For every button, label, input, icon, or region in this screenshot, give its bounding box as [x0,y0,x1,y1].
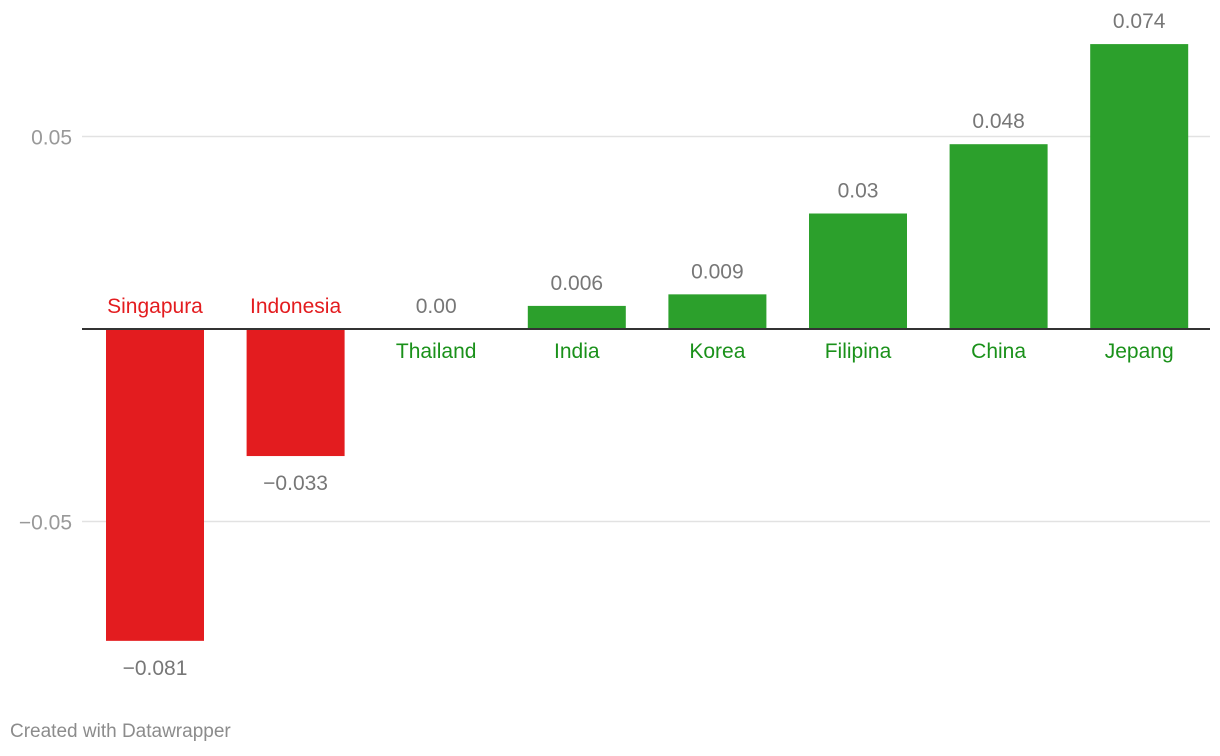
category-label: Thailand [396,340,477,363]
category-label: Korea [689,340,745,363]
value-label: −0.081 [123,657,188,680]
category-label: Singapura [107,295,203,318]
bar [106,329,204,641]
bar [949,144,1048,329]
bar [1090,44,1189,329]
value-label: 0.009 [691,260,744,283]
category-label: China [971,340,1026,363]
value-label: 0.00 [416,295,457,318]
bar [527,305,626,329]
category-label: Filipina [825,340,892,363]
category-label: Jepang [1105,340,1174,363]
value-label: 0.006 [551,272,604,295]
bar [809,213,907,329]
category-label: Indonesia [250,295,341,318]
value-label: 0.03 [838,180,879,203]
y-tick-label: −0.05 [19,512,72,535]
category-label: India [554,340,600,363]
value-label: 0.048 [972,110,1025,133]
value-label: 0.074 [1113,10,1166,33]
credit-footer: Created with Datawrapper [10,721,231,742]
bar [668,294,767,329]
bar [246,329,345,457]
value-label: −0.033 [263,472,328,495]
y-tick-label: 0.05 [31,127,72,150]
